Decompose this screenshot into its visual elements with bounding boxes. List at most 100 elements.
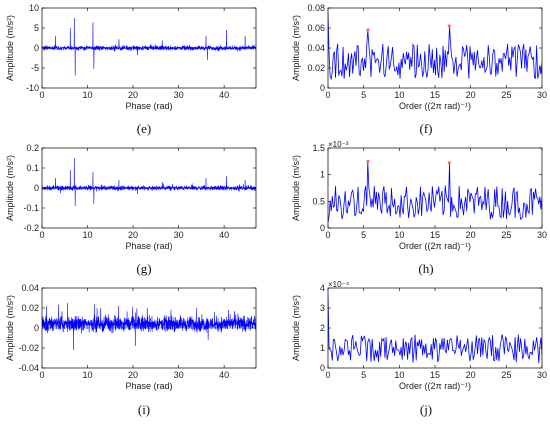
x-axis-label: Phase (rad) [125,101,172,111]
x-tick-label: 20 [466,230,476,240]
x-axis-label: Phase (rad) [125,381,172,391]
peak-marker [366,159,370,163]
x-tick-label: 20 [128,370,138,380]
plot-area-h [328,161,542,223]
y-tick-label: -0.04 [18,363,39,373]
x-tick-label: 0 [325,230,330,240]
x-tick-label: 30 [174,370,184,380]
x-tick-label: 30 [537,370,547,380]
y-tick-label: 0 [320,363,325,373]
x-tick-label: 20 [128,230,138,240]
y-tick-label: 10 [29,3,39,13]
y-tick-label: 0.02 [21,303,39,313]
x-tick-label: 20 [128,90,138,100]
series-line-h [328,161,542,223]
x-tick-label: 15 [430,90,440,100]
x-tick-label: 30 [174,230,184,240]
y-tick-label: 5 [34,23,39,33]
y-tick-label: 0 [34,43,39,53]
series-line-g [42,157,256,207]
plot-area-g [42,157,256,207]
x-tick-label: 5 [361,230,366,240]
y-tick-label: -0.2 [23,223,39,233]
plot-area-e [42,17,256,76]
y-tick-label: 0.1 [26,163,39,173]
y-tick-label: 0.04 [307,43,325,53]
y-tick-label: 0 [320,83,325,93]
x-tick-label: 0 [325,90,330,100]
y-tick-label: -0.02 [18,343,39,353]
x-tick-label: 40 [219,370,229,380]
series-line-f [328,12,542,81]
panel-label: (j) [420,402,432,417]
x-tick-label: 30 [174,90,184,100]
peak-marker [366,28,370,32]
x-tick-label: 15 [430,370,440,380]
y-tick-label: 0.5 [312,196,325,206]
x-tick-label: 0 [39,370,44,380]
panel-label: (i) [138,402,150,417]
x-tick-label: 0 [39,230,44,240]
y-axis-label: Amplitude (m/s²) [5,155,15,221]
y-tick-label: 1 [320,343,325,353]
series-line-e [42,17,256,76]
y-tick-label: 3 [320,303,325,313]
y-tick-label: 0 [320,223,325,233]
x-axis-label: Order ((2π rad)⁻¹) [399,101,471,111]
y-tick-label: -5 [31,63,39,73]
y-tick-label: -10 [26,83,39,93]
x-tick-label: 25 [501,90,511,100]
plot-area-f [328,12,542,81]
x-tick-label: 20 [466,90,476,100]
x-tick-label: 0 [39,90,44,100]
x-tick-label: 10 [83,230,93,240]
x-tick-label: 40 [219,90,229,100]
x-tick-label: 10 [83,90,93,100]
y-axis-label: Amplitude (m/s²) [291,15,301,81]
y-tick-label: 2 [320,323,325,333]
x-tick-label: 10 [83,370,93,380]
y-tick-label: 0.06 [307,23,325,33]
peak-marker [447,161,451,165]
y-tick-label: 1.5 [312,143,325,153]
panel-j: 0 5 10 15 20 25 30 0 1 2 3 4 ×10⁻⁴ Order ((2π rad)⁻¹)… [291,280,547,417]
y-tick-label: 0.02 [307,63,325,73]
x-tick-label: 10 [394,230,404,240]
x-tick-label: 10 [394,370,404,380]
y-tick-label: 0.04 [21,283,39,293]
x-tick-label: 30 [537,230,547,240]
y-axis-label: Amplitude (m/s²) [291,295,301,361]
x-tick-label: 25 [501,230,511,240]
y-tick-label: 0.2 [26,143,39,153]
y-tick-label: 0 [34,183,39,193]
x-axis-label: Phase (rad) [125,241,172,251]
series-line-j [328,293,542,363]
x-tick-label: 10 [394,90,404,100]
y-exponent-label: ×10⁻³ [328,140,349,149]
x-tick-label: 20 [466,370,476,380]
plot-area-i [42,302,256,351]
panel-f: 0 5 10 15 20 25 30 0 0.02 0.04 0.06 0.08 Order ((2π … [291,3,547,136]
panel-label: (g) [136,261,151,276]
x-tick-label: 5 [361,90,366,100]
panel-i: 0 10 20 30 40 -0.04 -0.02 0 0.02 0.04 Phase (rad) A… [5,283,257,417]
plot-area-j [328,293,542,363]
x-tick-label: 15 [430,230,440,240]
x-axis-label: Order ((2π rad)⁻¹) [399,381,471,391]
y-tick-label: 4 [320,283,325,293]
x-tick-label: 5 [361,370,366,380]
y-tick-label: 0 [34,323,39,333]
y-exponent-label: ×10⁻⁴ [328,280,350,289]
axes-box [327,287,543,369]
y-tick-label: -0.1 [23,203,39,213]
y-tick-label: 0.08 [307,3,325,13]
y-axis-label: Amplitude (m/s²) [291,155,301,221]
series-line-i [42,302,256,351]
x-tick-label: 0 [325,370,330,380]
x-axis-label: Order ((2π rad)⁻¹) [399,241,471,251]
panel-e: 0 10 20 30 40 -10 -5 0 5 10 Phase (rad) Amplitude (… [5,3,257,136]
axes-box [327,147,543,229]
panel-g: 0 10 20 30 40 -0.2 -0.1 0 0.1 0.2 Phase (rad) Ampli… [5,143,257,276]
panel-label: (e) [137,121,151,136]
